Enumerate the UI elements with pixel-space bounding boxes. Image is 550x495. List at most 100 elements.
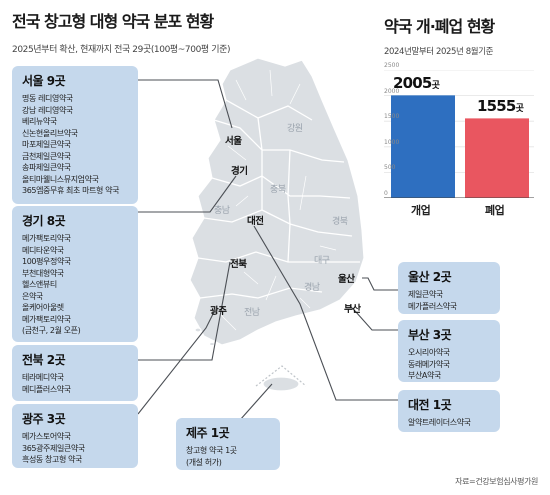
- pharmacy-list-item: 베리뉴약국: [22, 117, 57, 126]
- pharmacy-list-item: 강남 레디영약국: [22, 105, 73, 115]
- bar-value-label: 1555곳: [477, 97, 524, 116]
- chart-title: 약국 개·폐업 현황: [384, 17, 495, 36]
- busan-box-title: 부산 3곳: [408, 328, 452, 342]
- map-label-daejeon: 대전: [247, 216, 264, 227]
- map-label-gyeongnam: 경남: [304, 283, 320, 293]
- jeju-box-title: 제주 1곳: [186, 426, 230, 440]
- map-label-gyeongbuk: 경북: [332, 217, 348, 227]
- pharmacy-list-item: 제일큰약국: [408, 290, 443, 299]
- bar-value-unit: 곳: [431, 81, 440, 92]
- y-tick-label: 2500: [384, 62, 400, 69]
- y-tick-label: 2000: [384, 87, 400, 95]
- jeonbuk-box-title: 전북 2곳: [22, 353, 66, 367]
- pharmacy-list-item: 메디타운약국: [22, 245, 64, 255]
- pharmacy-list-item: 메가스토어약국: [22, 432, 71, 441]
- y-tick-label: 0: [384, 190, 388, 197]
- gwangju-box-title: 광주 3곳: [22, 412, 66, 426]
- y-tick-label: 1500: [384, 113, 400, 121]
- pharmacy-list-item: 메가팩토리약국: [22, 234, 71, 243]
- chart-bars: [391, 95, 529, 198]
- pharmacy-list-item: 헬스앤뷰티: [22, 280, 57, 289]
- map-label-jeonnam: 전남: [244, 308, 260, 318]
- bar-value-label: 2005곳: [393, 74, 440, 93]
- chart-subtitle: 2024년말부터 2025년 8월기준: [384, 47, 494, 57]
- page-subtitle: 2025년부터 확산, 현재까지 전국 29곳(100평~700평 기준): [12, 45, 231, 55]
- pharmacy-list-item: 송파제일큰약국: [22, 163, 71, 172]
- pharmacy-list-item: 365광주제일큰약국: [22, 443, 85, 453]
- chart-bar-1: [465, 118, 529, 198]
- pharmacy-list-item: 은약국: [22, 291, 43, 301]
- gyeonggi-pharmacy-list: 메가팩토리약국 메디타운약국 100평우정약국 부천대형약국 헬스앤뷰티 은약국 올케어아울…: [22, 233, 130, 337]
- pharmacy-list-item: 알약트레이더스약국: [408, 418, 471, 427]
- pharmacy-list-item: (개설 허가): [186, 457, 222, 467]
- pharmacy-list-item: 오시리아약국: [408, 348, 450, 357]
- bar-category-label: 개업: [411, 204, 431, 217]
- pharmacy-list-item: 365엠중무휴 최초 마트형 약국: [22, 186, 120, 195]
- pharmacy-list-item: 올케어아울렛: [22, 303, 64, 312]
- map-label-seoul: 서울: [225, 136, 242, 147]
- seoul-box-title: 서울 9곳: [22, 74, 66, 88]
- page-title: 전국 창고형 대형 약국 분포 현황: [12, 12, 214, 31]
- bar-value-number: 1555: [477, 97, 516, 116]
- map-label-gangwon: 강원: [287, 124, 303, 134]
- daejeon-box: 대전 1곳 알약트레이더스약국: [398, 390, 500, 432]
- ulsan-box-title: 울산 2곳: [408, 270, 452, 284]
- map-label-chungnam: 충남: [214, 206, 230, 216]
- source-note: 자료=건강보험심사평가원: [455, 477, 538, 486]
- gyeonggi-box: 경기 8곳 메가팩토리약국 메디타운약국 100평우정약국 부천대형약국 헬스앤뷰티 은약…: [12, 206, 138, 342]
- pharmacy-list-item: 금천제일큰약국: [22, 151, 71, 161]
- map-label-busan: 부산: [344, 304, 361, 315]
- region-borders: [197, 99, 360, 299]
- jeju-pharmacy-list: 창고형 약국 1곳 (개설 허가): [186, 445, 272, 468]
- bar-category-label: 폐업: [485, 204, 505, 217]
- map-label-daegu: 대구: [314, 256, 330, 266]
- ulsan-leader-line: [362, 277, 398, 291]
- map-label-ulsan: 울산: [338, 274, 355, 285]
- map-label-jeonbuk: 전북: [230, 259, 247, 270]
- pharmacy-list-item: 올티마웰니스뮤지엄약국: [22, 174, 99, 184]
- bar-value-unit: 곳: [515, 104, 524, 115]
- open-close-bar-chart: [384, 70, 534, 198]
- pharmacy-list-item: 테라메디약국: [22, 373, 64, 382]
- pharmacy-list-item: 메가팩토리약국: [22, 314, 71, 324]
- gwangju-leader-line: [137, 311, 215, 415]
- pharmacy-list-item: 부천대형약국: [22, 268, 64, 278]
- pharmacy-list-item: (금천구, 2월 오픈): [22, 326, 81, 335]
- pharmacy-list-item: 흑성동 창고형 약국: [22, 455, 82, 464]
- map-label-gyeonggi: 경기: [231, 166, 248, 177]
- jeju-island-shape: [262, 376, 300, 392]
- pharmacy-list-item: 100평우정약국: [22, 257, 71, 266]
- pharmacy-list-item: 명동 레디영약국: [22, 94, 73, 103]
- pharmacy-list-item: 동래메가약국: [408, 359, 450, 369]
- pharmacy-list-item: 마포제일큰약국: [22, 140, 71, 149]
- seoul-leader-line: [138, 79, 233, 129]
- jeju-callout-arc: [255, 365, 307, 387]
- mainland-shape: [189, 57, 365, 346]
- island-shape: [194, 327, 202, 333]
- gyeonggi-box-title: 경기 8곳: [22, 214, 66, 228]
- pharmacy-list-item: 부산A약국: [408, 371, 441, 380]
- pharmacy-list-item: 신논현올리브약국: [22, 128, 78, 138]
- bar-value-number: 2005: [393, 74, 432, 93]
- pharmacy-list-item: 창고형 약국 1곳: [186, 446, 237, 455]
- chart-bar-0: [391, 95, 455, 198]
- jeju-box: 제주 1곳 창고형 약국 1곳 (개설 허가): [176, 418, 280, 470]
- island-shape: [208, 341, 216, 347]
- jeju-leader-line: [239, 383, 273, 421]
- daejeon-box-title: 대전 1곳: [408, 398, 452, 412]
- map-label-chungbuk: 충북: [270, 185, 286, 195]
- daejeon-pharmacy-list: 알약트레이더스약국: [408, 417, 492, 429]
- pharmacy-list-item: 메디플러스약국: [22, 384, 71, 394]
- y-tick-label: 1000: [384, 138, 400, 146]
- pharmacy-list-item: 메가플러스약국: [408, 301, 457, 311]
